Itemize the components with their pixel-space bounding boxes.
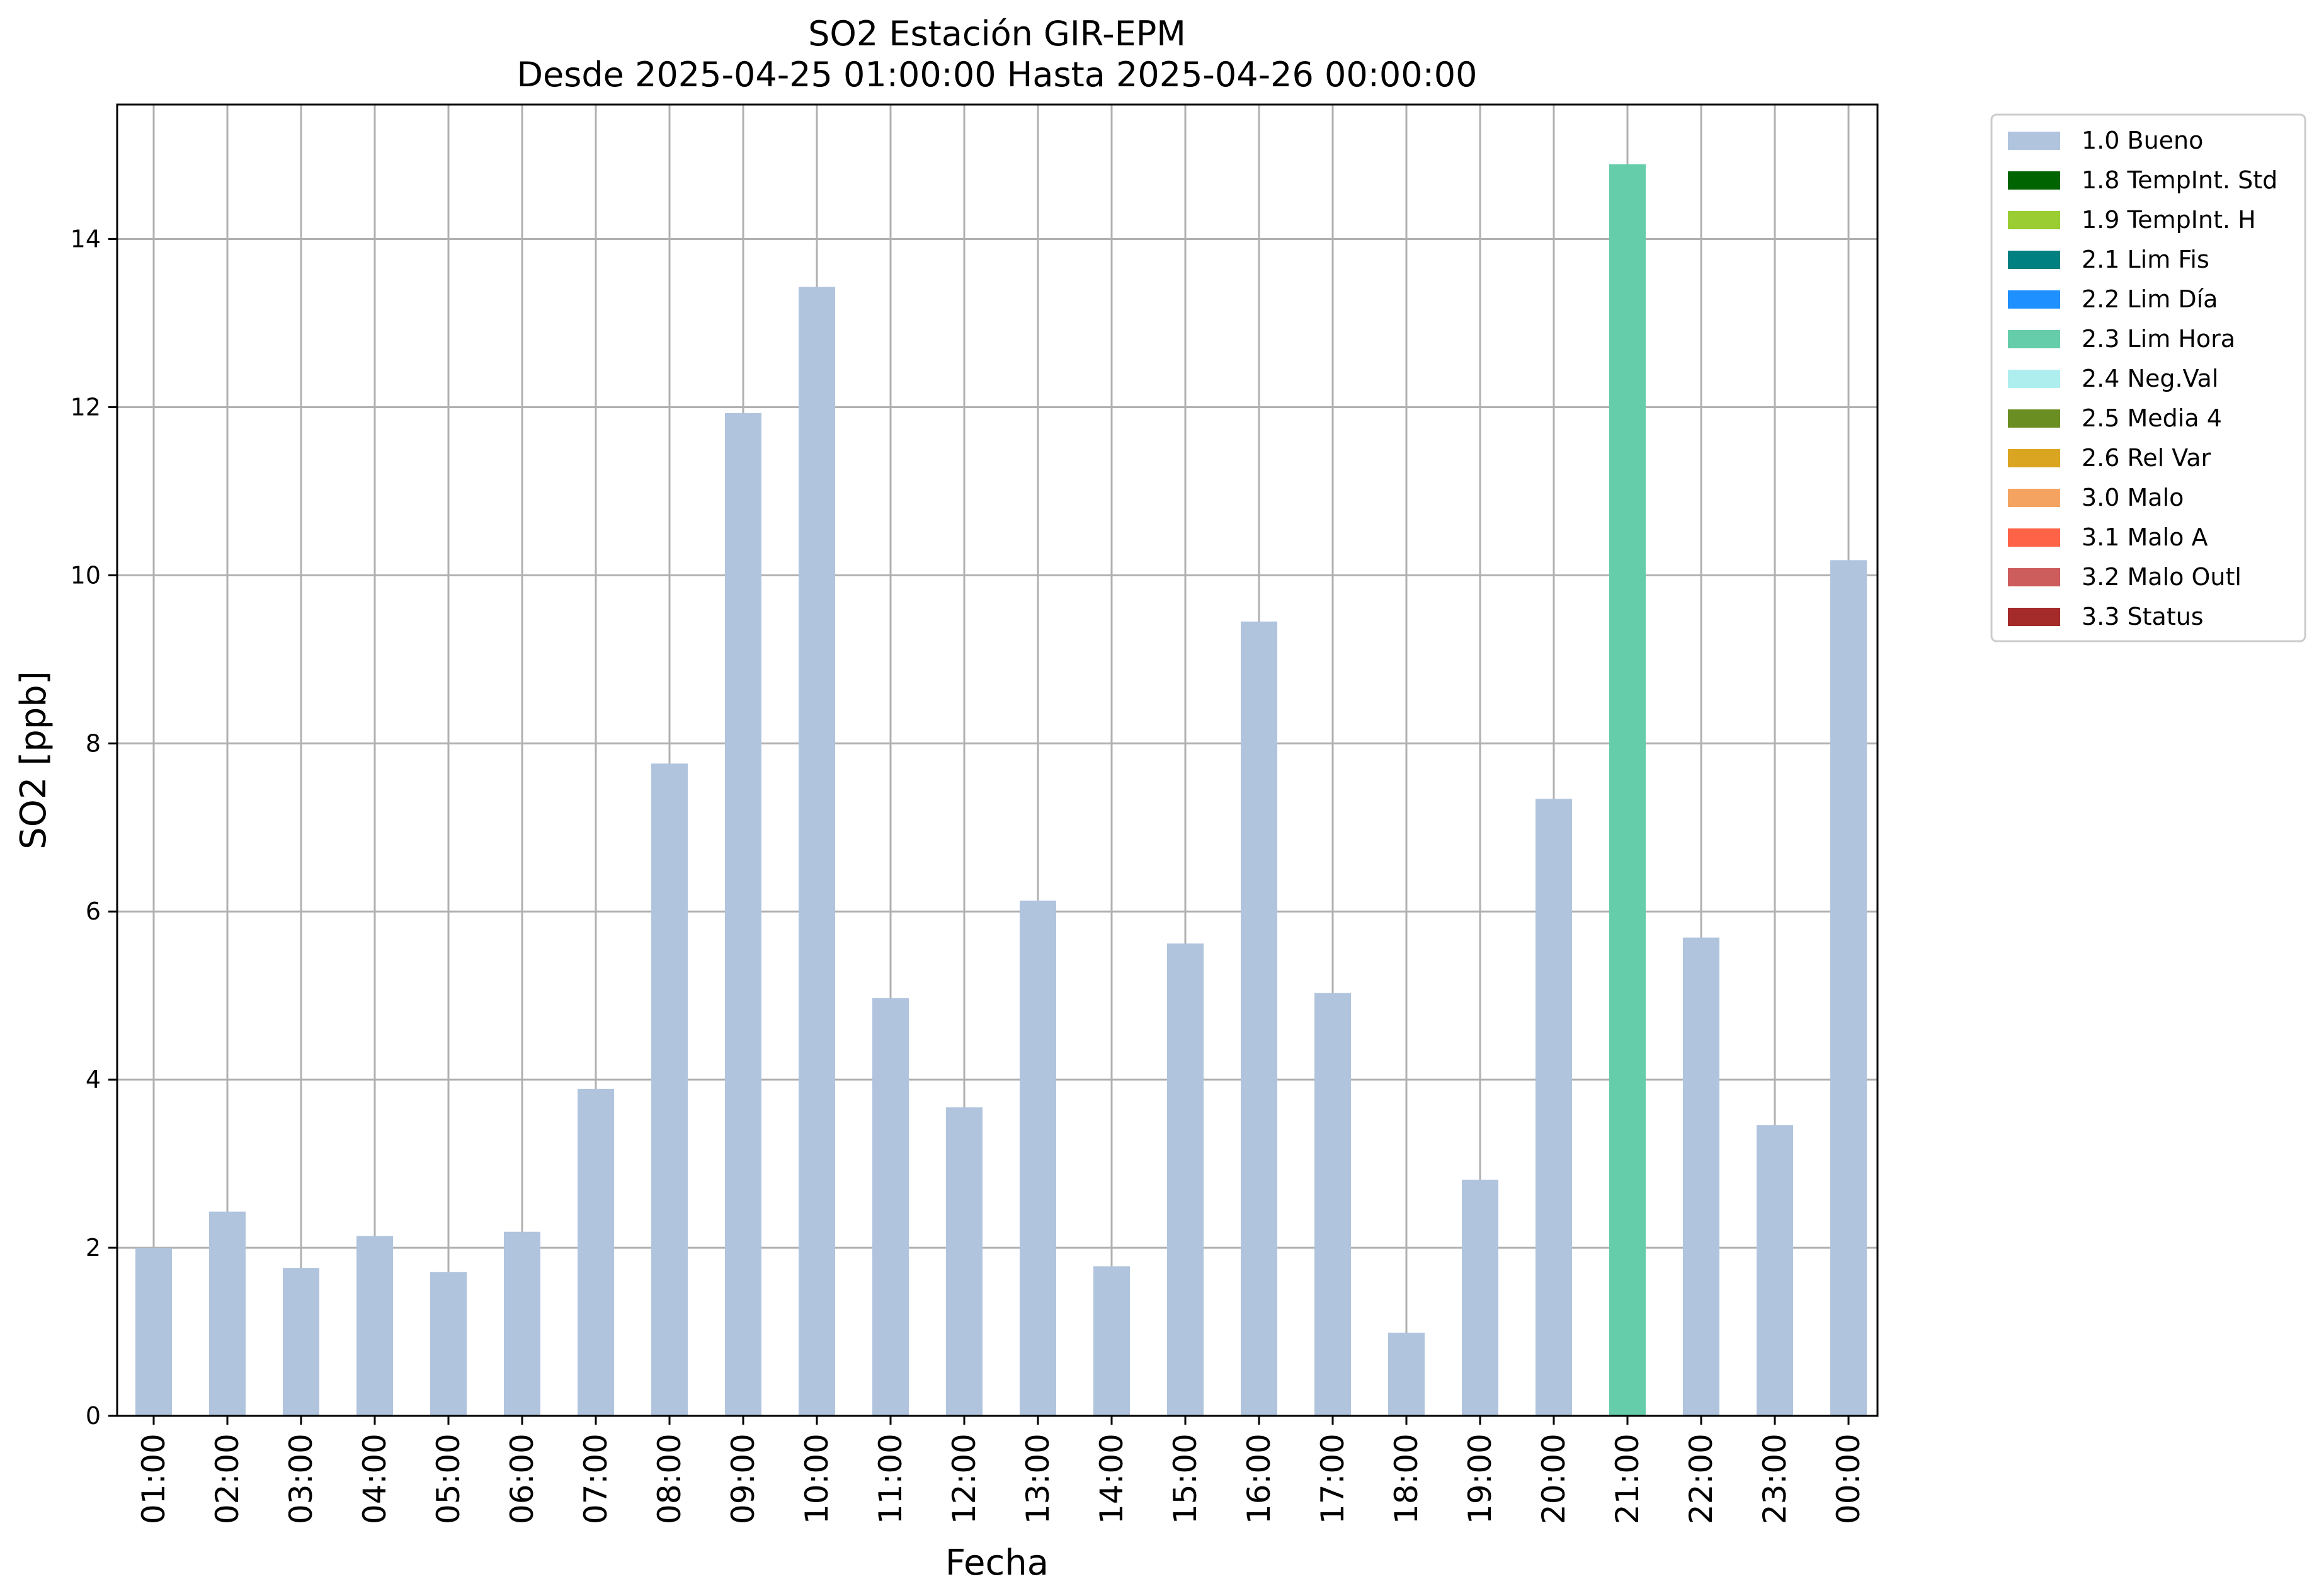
legend-swatch: [2008, 608, 2060, 626]
x-tick-label: 15:00: [1167, 1434, 1204, 1524]
bar-0400: [356, 1236, 393, 1416]
bar-2200: [1683, 937, 1719, 1416]
x-tick-label: 04:00: [356, 1434, 393, 1524]
bar-1300: [1020, 900, 1056, 1416]
legend-swatch: [2008, 290, 2060, 309]
x-tick-label: 05:00: [430, 1434, 467, 1524]
bar-1200: [946, 1107, 983, 1416]
legend-label: 2.5 Media 4: [2082, 404, 2222, 432]
y-tick-label: 8: [86, 729, 101, 757]
bar-0300: [283, 1268, 319, 1416]
x-tick-label: 20:00: [1536, 1434, 1572, 1524]
x-tick-label: 19:00: [1462, 1434, 1498, 1524]
bar-1400: [1093, 1266, 1130, 1416]
bar-0700: [578, 1088, 614, 1416]
x-tick-label: 21:00: [1609, 1434, 1646, 1524]
chart-title: SO2 Estación GIR-EPM: [808, 14, 1186, 54]
bar-1700: [1314, 993, 1351, 1416]
bar-1100: [872, 998, 909, 1416]
legend-swatch: [2008, 330, 2060, 348]
x-axis-label: Fecha: [945, 1542, 1049, 1583]
legend-label: 1.0 Bueno: [2082, 127, 2203, 154]
bar-0600: [504, 1231, 540, 1416]
bar-0900: [725, 413, 761, 1416]
y-tick-label: 2: [86, 1234, 101, 1262]
legend-label: 3.2 Malo Outl: [2082, 563, 2242, 591]
legend-label: 2.1 Lim Fis: [2082, 246, 2209, 273]
legend-label: 1.8 TempInt. Std: [2082, 166, 2277, 194]
legend-label: 3.3 Status: [2082, 603, 2204, 630]
bar-1000: [799, 287, 835, 1416]
x-tick-label: 01:00: [135, 1434, 172, 1524]
legend-label: 2.4 Neg.Val: [2082, 365, 2218, 392]
x-tick-label: 14:00: [1093, 1434, 1130, 1524]
x-tick-label: 17:00: [1314, 1434, 1351, 1524]
bar-0800: [651, 763, 688, 1416]
x-tick-label: 02:00: [209, 1434, 246, 1524]
x-tick-label: 08:00: [651, 1434, 688, 1524]
legend: 1.0 Bueno 1.8 TempInt. Std 1.9 TempInt. H 2…: [1990, 113, 2306, 642]
bar-1800: [1388, 1332, 1425, 1416]
x-tick-label: 07:00: [578, 1434, 614, 1524]
bar-2300: [1757, 1125, 1793, 1416]
x-tick-label: 10:00: [799, 1434, 835, 1524]
bar-1900: [1462, 1179, 1498, 1416]
legend-label: 2.2 Lim Día: [2082, 285, 2218, 313]
x-tick-label: 18:00: [1388, 1434, 1425, 1524]
x-tick-label: 06:00: [504, 1434, 540, 1524]
x-tick-label: 09:00: [725, 1434, 761, 1524]
bar-2100: [1609, 164, 1646, 1416]
bars: [135, 164, 1867, 1416]
legend-label: 2.6 Rel Var: [2082, 444, 2211, 472]
legend-label: 3.0 Malo: [2082, 484, 2184, 511]
x-tick-label: 03:00: [283, 1434, 319, 1524]
legend-label: 2.3 Lim Hora: [2082, 325, 2235, 353]
legend-swatch: [2008, 211, 2060, 229]
legend-label: 1.9 TempInt. H: [2082, 206, 2256, 234]
bar-1600: [1241, 621, 1277, 1416]
x-tick-label: 13:00: [1020, 1434, 1056, 1524]
y-tick-label: 12: [71, 393, 101, 421]
bar-2000: [1536, 799, 1572, 1416]
legend-swatch: [2008, 171, 2060, 190]
x-axis: 01:00 02:00 03:00 04:00 05:00 06:00 07:00 08:00…: [135, 1416, 1867, 1524]
legend-swatch: [2008, 528, 2060, 547]
y-tick-label: 14: [71, 225, 101, 253]
legend-swatch: [2008, 489, 2060, 507]
legend-swatch: [2008, 370, 2060, 388]
y-tick-label: 10: [71, 561, 101, 589]
chart-subtitle: Desde 2025-04-25 01:00:00 Hasta 2025-04-…: [516, 55, 1477, 94]
y-axis: 0 2 4 6 8 10 12 14: [71, 225, 117, 1430]
x-tick-label: 00:00: [1830, 1434, 1867, 1524]
bar-0000: [1830, 560, 1867, 1416]
bar-1500: [1167, 943, 1204, 1416]
legend-swatch: [2008, 409, 2060, 428]
plot-frame: [116, 103, 1879, 1417]
legend-swatch: [2008, 449, 2060, 467]
legend-swatch: [2008, 251, 2060, 269]
bar-0100: [135, 1248, 172, 1416]
y-axis-label: SO2 [ppb]: [13, 671, 54, 849]
legend-label: 3.1 Malo A: [2082, 523, 2208, 551]
x-tick-label: 23:00: [1757, 1434, 1793, 1524]
legend-frame: [1990, 113, 2306, 642]
y-tick-label: 0: [86, 1402, 101, 1430]
bar-0200: [209, 1211, 246, 1416]
x-tick-label: 12:00: [946, 1434, 983, 1524]
x-tick-label: 22:00: [1683, 1434, 1719, 1524]
legend-swatch: [2008, 132, 2060, 150]
bar-0500: [430, 1272, 467, 1416]
y-tick-label: 6: [86, 898, 101, 925]
x-tick-label: 16:00: [1241, 1434, 1277, 1524]
x-tick-label: 11:00: [872, 1434, 909, 1524]
legend-swatch: [2008, 568, 2060, 586]
y-tick-label: 4: [86, 1066, 101, 1093]
